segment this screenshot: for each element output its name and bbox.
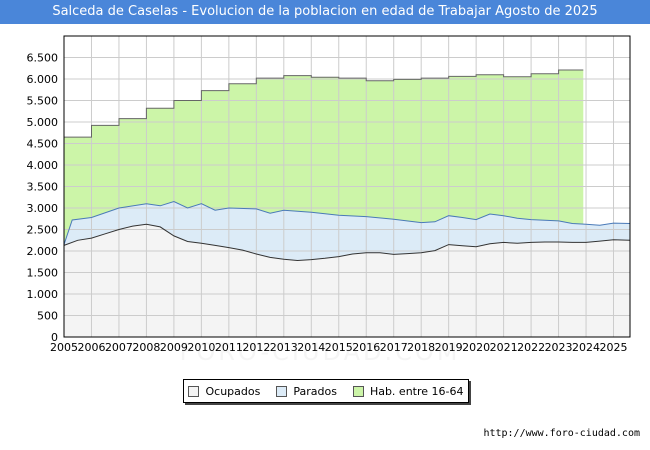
y-tick-label: 4.000 <box>27 159 59 172</box>
y-tick-label: 2.000 <box>27 245 59 258</box>
x-tick-label: 2016 <box>352 341 380 354</box>
x-tick-label: 2010 <box>187 341 215 354</box>
y-tick-label: 4.500 <box>27 138 59 151</box>
x-tick-label: 2005 <box>50 341 78 354</box>
x-tick-label: 2015 <box>325 341 353 354</box>
x-tick-label: 2019 <box>435 341 463 354</box>
plot-frame <box>63 35 631 338</box>
y-tick-label: 3.000 <box>27 202 59 215</box>
y-tick-label: 6.000 <box>27 73 59 86</box>
series-line-parados <box>63 200 631 245</box>
x-tick-label: 2017 <box>380 341 408 354</box>
x-tick-label: 2007 <box>105 341 133 354</box>
x-tick-label: 2021 <box>490 341 518 354</box>
chart-legend: Ocupados Parados Hab. entre 16-64 <box>183 379 469 403</box>
x-tick-label: 2018 <box>407 341 435 354</box>
x-tick-label: 2014 <box>297 341 325 354</box>
y-tick-label: 1.500 <box>27 267 59 280</box>
x-tick-label: 2011 <box>215 341 243 354</box>
x-tick-label: 2020 <box>462 341 490 354</box>
series-area-ocupados <box>64 224 630 337</box>
y-tick-label: 5.000 <box>27 116 59 129</box>
y-tick-label: 5.500 <box>27 95 59 108</box>
y-tick-label: 1.000 <box>27 288 59 301</box>
y-tick-label: 3.500 <box>27 181 59 194</box>
x-tick-label: 2025 <box>600 341 628 354</box>
x-tick-label: 2009 <box>160 341 188 354</box>
x-tick-label: 2022 <box>517 341 545 354</box>
y-tick-label: 0 <box>51 331 58 344</box>
x-tick-label: 2024 <box>572 341 600 354</box>
series-line-ocupados <box>63 223 631 262</box>
legend-item-ocupados: Ocupados <box>184 385 264 398</box>
x-tick-label: 2023 <box>545 341 573 354</box>
legend-item-parados: Parados <box>272 385 341 398</box>
y-tick-label: 6.500 <box>27 52 59 65</box>
title-bar <box>0 0 650 24</box>
legend-label-parados: Parados <box>293 384 337 398</box>
legend-item-hab: Hab. entre 16-64 <box>349 385 468 398</box>
x-tick-label: 2006 <box>77 341 105 354</box>
series-line-hab <box>64 69 584 138</box>
legend-swatch-parados <box>276 385 288 397</box>
x-tick-label: 2008 <box>132 341 160 354</box>
y-tick-label: 500 <box>37 310 58 323</box>
legend-label-hab: Hab. entre 16-64 <box>369 384 464 398</box>
chart-title: Salceda de Caselas - Evolucion de la pob… <box>52 4 598 19</box>
watermark-text: FORO-CIUDAD.COM <box>179 338 461 366</box>
source-link[interactable]: http://www.foro-ciudad.com <box>483 428 640 439</box>
x-tick-label: 2012 <box>242 341 270 354</box>
chart-area: 0 500 1.000 1.500 2.000 2.500 3.000 3.500 4.000 4… <box>27 35 631 354</box>
legend-label-ocupados: Ocupados <box>205 384 261 398</box>
legend-swatch-hab <box>352 385 364 397</box>
y-tick-label: 2.500 <box>27 224 59 237</box>
legend-swatch-ocupados <box>188 385 200 397</box>
x-tick-label: 2013 <box>270 341 298 354</box>
